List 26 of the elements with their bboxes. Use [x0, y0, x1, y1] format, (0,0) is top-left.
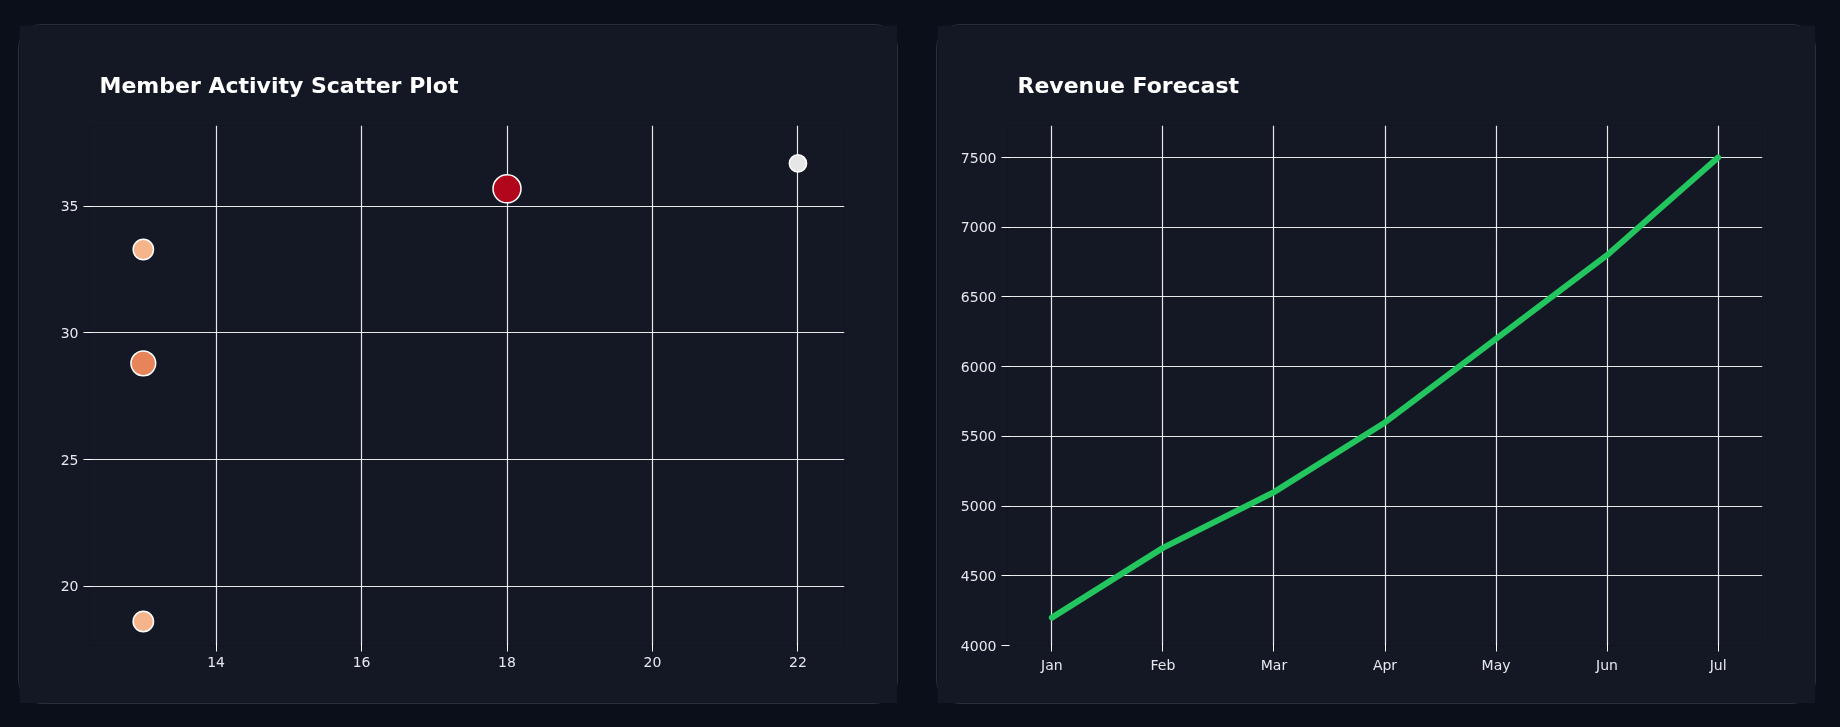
y-tick-label: 20	[60, 578, 79, 595]
y-tick-label: 7500	[960, 149, 997, 166]
x-tick-label: Feb	[1150, 656, 1176, 673]
x-tick-label: Apr	[1372, 656, 1398, 673]
y-tick-label: 25	[60, 451, 79, 468]
y-tick-label: 6000	[960, 358, 997, 375]
x-tick-label: 22	[789, 653, 807, 670]
y-tick-label: 5000	[960, 498, 997, 515]
y-tick-label: 5500	[960, 428, 997, 445]
chart-title: Member Activity Scatter Plot	[99, 73, 459, 98]
y-tick-label: 6500	[960, 288, 997, 305]
x-tick-label: 20	[643, 653, 662, 670]
y-tick-label: 4000	[960, 637, 997, 654]
x-tick-label: Jul	[1708, 656, 1727, 673]
x-tick-label: 14	[207, 653, 226, 670]
y-tick-label: 7000	[960, 219, 997, 236]
y-tick-label: 30	[60, 324, 79, 341]
x-tick-label: 16	[352, 653, 371, 670]
x-tick-label: Jan	[1040, 656, 1063, 673]
x-tick-label: May	[1481, 656, 1511, 673]
x-tick-label: 18	[498, 653, 516, 670]
y-tick-label: 35	[60, 198, 79, 215]
x-tick-label: Mar	[1260, 656, 1288, 673]
x-tick-label: Jun	[1595, 656, 1618, 673]
chart-title: Revenue Forecast	[1017, 73, 1240, 98]
y-tick-label: 4500	[960, 567, 997, 584]
